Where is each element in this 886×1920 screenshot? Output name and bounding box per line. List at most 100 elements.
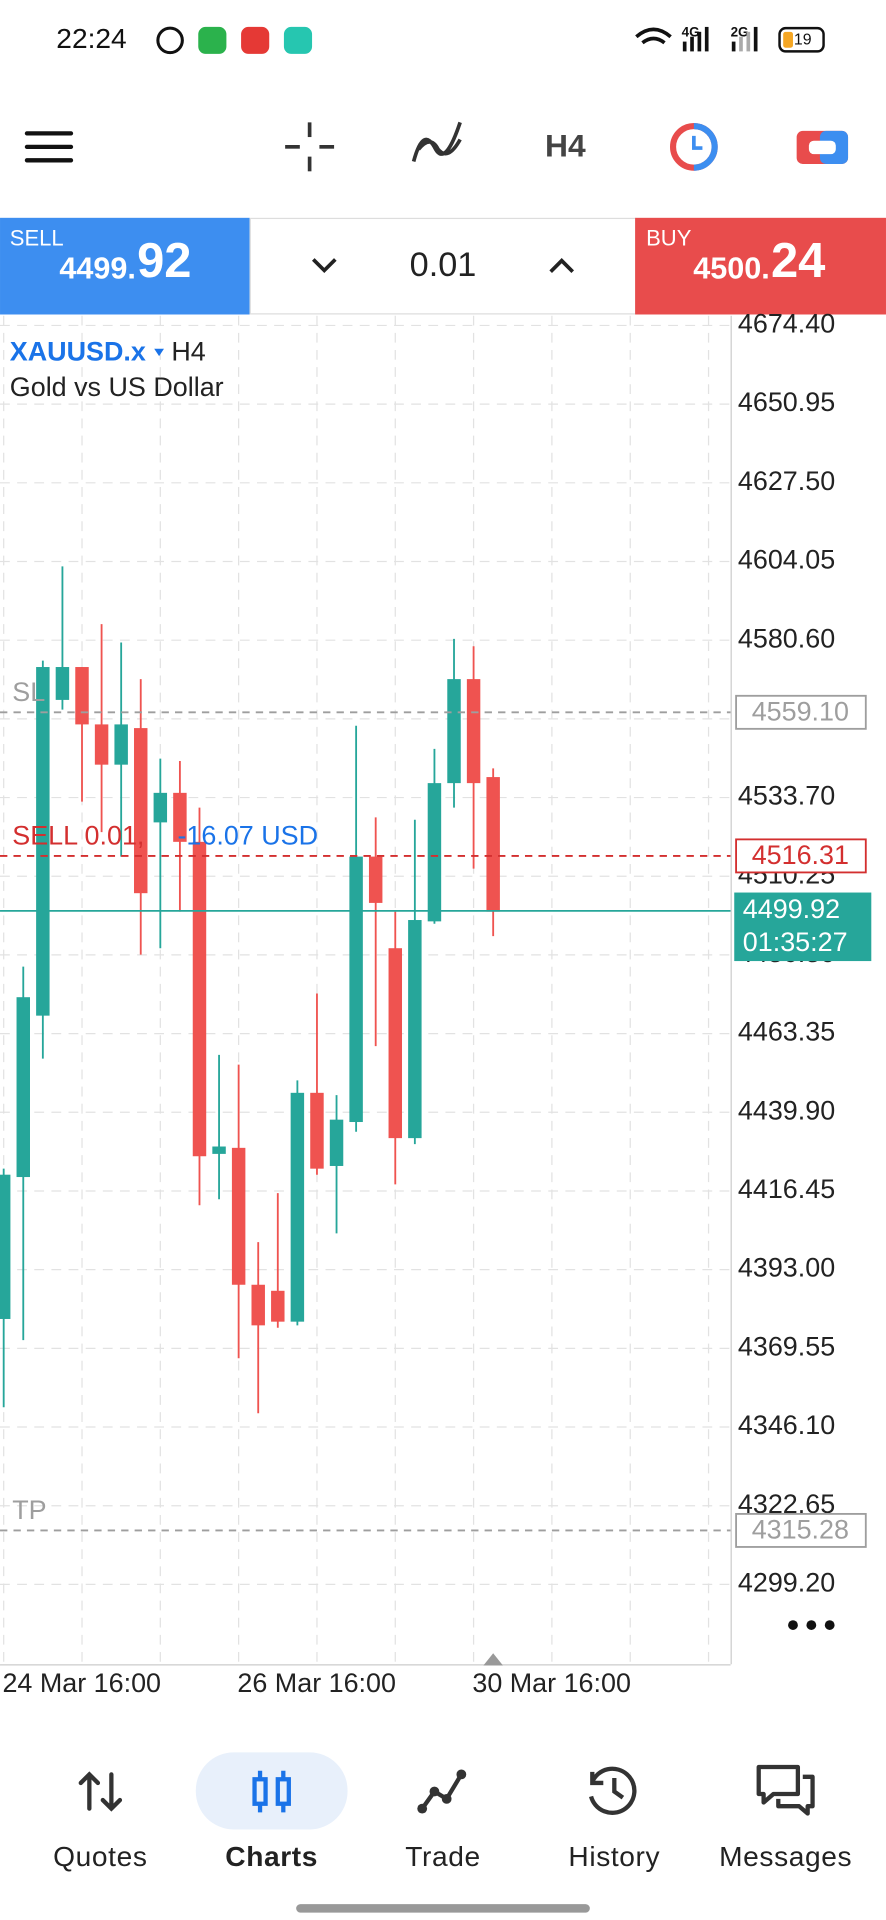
candle-body	[368, 856, 383, 903]
crosshair-button[interactable]	[285, 122, 335, 172]
y-tick-label: 4674.40	[738, 309, 835, 339]
messages-icon	[756, 1764, 815, 1816]
nav-item[interactable]: History	[568, 1841, 660, 1872]
nav-item[interactable]: Charts	[225, 1841, 318, 1872]
menu-button[interactable]	[24, 131, 74, 163]
signal-icon	[753, 26, 758, 52]
candle-body	[290, 1092, 305, 1322]
y-tick-label: 4299.20	[738, 1567, 835, 1597]
candle-body	[173, 792, 187, 842]
app-icon	[241, 26, 270, 54]
sell-price-big: 92	[137, 234, 191, 288]
signal-icon	[697, 31, 702, 52]
network-label: 2G	[731, 25, 749, 40]
y-tick-label: 4439.90	[738, 1095, 835, 1125]
nav-item[interactable]: Messages	[719, 1841, 852, 1872]
candle-body	[94, 724, 109, 765]
x-tick-label: 30 Mar 16:00	[472, 1668, 631, 1698]
volume-up[interactable]	[549, 258, 575, 273]
battery-text: 19	[794, 32, 812, 49]
candle-body	[55, 667, 70, 700]
sell-button[interactable]	[0, 217, 250, 315]
volume[interactable]: 0.01	[410, 246, 477, 284]
chart-timeframe: H4	[171, 337, 205, 367]
battery-level	[783, 31, 793, 48]
bid-price: 4499.92	[743, 894, 840, 924]
y-tick-label: 4463.35	[738, 1017, 835, 1047]
candle-body	[427, 783, 442, 922]
more-button[interactable]	[788, 1620, 835, 1630]
battery-icon	[778, 26, 825, 53]
symbol-dropdown[interactable]	[154, 348, 164, 357]
signal-icon	[731, 41, 736, 52]
wifi-icon	[635, 27, 672, 45]
indicators-button[interactable]	[411, 121, 462, 163]
x-tick-label: 24 Mar 16:00	[2, 1668, 161, 1698]
candle-body	[447, 679, 461, 784]
y-tick-label: 4533.70	[738, 781, 835, 811]
buy-label: BUY	[646, 226, 692, 251]
candle-body	[75, 667, 89, 725]
candle-body	[16, 997, 30, 1178]
candle-body	[134, 728, 148, 894]
y-tick-label: 4369.55	[738, 1331, 835, 1361]
y-tick-label: 4416.45	[738, 1174, 835, 1204]
candle-body	[153, 792, 168, 823]
trade-button-part	[808, 140, 836, 155]
buy-button[interactable]	[635, 217, 886, 315]
chart: 4674.404650.954627.504604.054580.604557.…	[0, 309, 872, 1698]
level-price-box	[735, 838, 867, 874]
level-price-box	[735, 694, 867, 730]
candle-body	[0, 1174, 11, 1319]
app-icon	[198, 26, 227, 54]
candle-body	[466, 679, 481, 784]
bid-timer: 01:35:27	[743, 927, 848, 957]
y-tick-label: 4346.10	[738, 1410, 835, 1440]
buy-price: 4500.	[693, 252, 770, 286]
candle-body	[310, 1092, 324, 1169]
history-icon	[588, 1766, 637, 1815]
trade-icon	[420, 1773, 464, 1810]
nav-item[interactable]: Trade	[405, 1841, 481, 1872]
app-icon	[156, 26, 184, 55]
home-indicator	[296, 1904, 590, 1913]
signal-icon	[704, 26, 709, 52]
level-label: SL	[12, 677, 45, 707]
level-price: 4516.31	[752, 840, 849, 870]
candle-body	[408, 920, 422, 1139]
charts-icon	[252, 1770, 291, 1813]
candle-body	[349, 856, 363, 1123]
signal-icon	[746, 31, 751, 52]
timeframe-button[interactable]: H4	[545, 127, 586, 163]
scroll-marker[interactable]	[483, 1653, 503, 1666]
candle-body	[212, 1146, 226, 1154]
clock-hand	[692, 135, 703, 150]
candle-body	[114, 724, 128, 765]
nav-item[interactable]: Quotes	[53, 1841, 147, 1872]
quotes-icon	[78, 1771, 123, 1812]
y-tick-label: 4393.00	[738, 1253, 835, 1283]
trade-icon-dots	[417, 1769, 467, 1814]
y-tick-label: 4650.95	[738, 387, 835, 417]
buy-price-big: 24	[771, 234, 825, 288]
volume-down[interactable]	[311, 258, 337, 274]
symbol[interactable]: XAUUSD.x	[10, 337, 146, 367]
level-price: 4315.28	[752, 1515, 849, 1545]
nav-active-bg	[195, 1752, 348, 1830]
level-price: 4559.10	[752, 697, 849, 727]
sell-label: SELL	[10, 226, 64, 251]
level-price-box	[735, 1512, 867, 1548]
y-tick-label: 4604.05	[738, 545, 835, 575]
network-label: 4G	[682, 25, 700, 40]
level-label: TP	[12, 1495, 46, 1525]
level-profit: -16.07 USD	[177, 821, 318, 851]
symbol-description: Gold vs US Dollar	[10, 372, 224, 402]
candle-body	[251, 1284, 265, 1326]
clock-button-part	[693, 122, 718, 171]
y-tick-label: 4580.60	[738, 623, 835, 653]
volume-box	[249, 217, 637, 315]
bid-box	[734, 892, 872, 962]
candle-body	[231, 1147, 246, 1285]
nav-bar: Quotes Charts Trade History Messages	[53, 1841, 852, 1872]
